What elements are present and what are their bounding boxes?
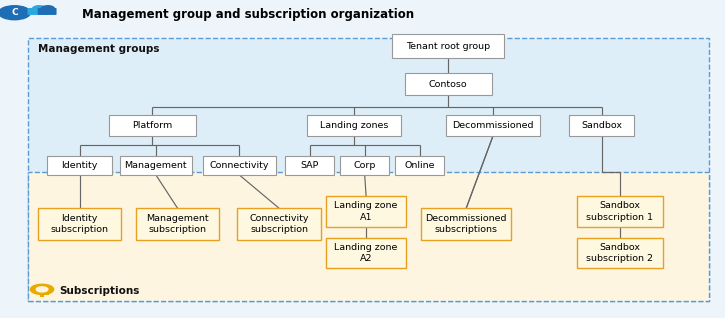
Text: C: C bbox=[11, 8, 18, 17]
FancyBboxPatch shape bbox=[28, 8, 46, 15]
Text: Identity: Identity bbox=[62, 161, 98, 170]
FancyBboxPatch shape bbox=[120, 156, 192, 175]
Text: SAP: SAP bbox=[300, 161, 319, 170]
Text: Tenant root group: Tenant root group bbox=[406, 42, 490, 51]
FancyBboxPatch shape bbox=[44, 291, 48, 293]
FancyBboxPatch shape bbox=[326, 238, 406, 268]
FancyBboxPatch shape bbox=[577, 196, 663, 226]
Text: Subscriptions: Subscriptions bbox=[59, 286, 140, 296]
Text: Management: Management bbox=[125, 161, 187, 170]
Circle shape bbox=[36, 287, 48, 292]
FancyBboxPatch shape bbox=[47, 156, 112, 175]
Text: Connectivity
subscription: Connectivity subscription bbox=[249, 214, 309, 234]
FancyBboxPatch shape bbox=[40, 289, 44, 297]
FancyBboxPatch shape bbox=[285, 156, 334, 175]
Text: Decommissioned
subscriptions: Decommissioned subscriptions bbox=[426, 214, 507, 234]
FancyBboxPatch shape bbox=[446, 115, 540, 136]
Text: Platform: Platform bbox=[132, 121, 173, 130]
FancyBboxPatch shape bbox=[203, 156, 276, 175]
Text: Management
subscription: Management subscription bbox=[146, 214, 209, 234]
Text: Online: Online bbox=[405, 161, 435, 170]
Text: Connectivity: Connectivity bbox=[210, 161, 269, 170]
FancyBboxPatch shape bbox=[44, 294, 49, 295]
FancyBboxPatch shape bbox=[340, 156, 389, 175]
FancyBboxPatch shape bbox=[38, 8, 57, 15]
Text: Sandbox: Sandbox bbox=[581, 121, 622, 130]
Text: Contoso: Contoso bbox=[428, 80, 468, 89]
FancyBboxPatch shape bbox=[405, 73, 492, 95]
Circle shape bbox=[30, 284, 54, 294]
Text: Corp: Corp bbox=[354, 161, 376, 170]
FancyBboxPatch shape bbox=[109, 115, 196, 136]
Text: Landing zone
A1: Landing zone A1 bbox=[334, 201, 398, 222]
FancyBboxPatch shape bbox=[307, 115, 401, 136]
FancyBboxPatch shape bbox=[420, 208, 512, 240]
FancyBboxPatch shape bbox=[569, 115, 634, 136]
Text: Management groups: Management groups bbox=[38, 44, 160, 54]
Text: Decommissioned: Decommissioned bbox=[452, 121, 534, 130]
Circle shape bbox=[0, 6, 30, 20]
Text: Sandbox
subscription 2: Sandbox subscription 2 bbox=[587, 243, 653, 263]
FancyBboxPatch shape bbox=[326, 196, 406, 226]
FancyBboxPatch shape bbox=[136, 208, 219, 240]
Text: Landing zones: Landing zones bbox=[320, 121, 388, 130]
Text: Management group and subscription organization: Management group and subscription organi… bbox=[82, 8, 414, 21]
FancyBboxPatch shape bbox=[28, 172, 709, 301]
Circle shape bbox=[41, 6, 54, 11]
Circle shape bbox=[33, 6, 46, 11]
FancyBboxPatch shape bbox=[38, 208, 122, 240]
FancyBboxPatch shape bbox=[237, 208, 320, 240]
FancyBboxPatch shape bbox=[392, 34, 505, 58]
Text: Landing zone
A2: Landing zone A2 bbox=[334, 243, 398, 263]
Text: Sandbox
subscription 1: Sandbox subscription 1 bbox=[587, 201, 653, 222]
FancyBboxPatch shape bbox=[395, 156, 444, 175]
FancyBboxPatch shape bbox=[577, 238, 663, 268]
Text: Identity
subscription: Identity subscription bbox=[51, 214, 109, 234]
FancyBboxPatch shape bbox=[28, 38, 709, 301]
